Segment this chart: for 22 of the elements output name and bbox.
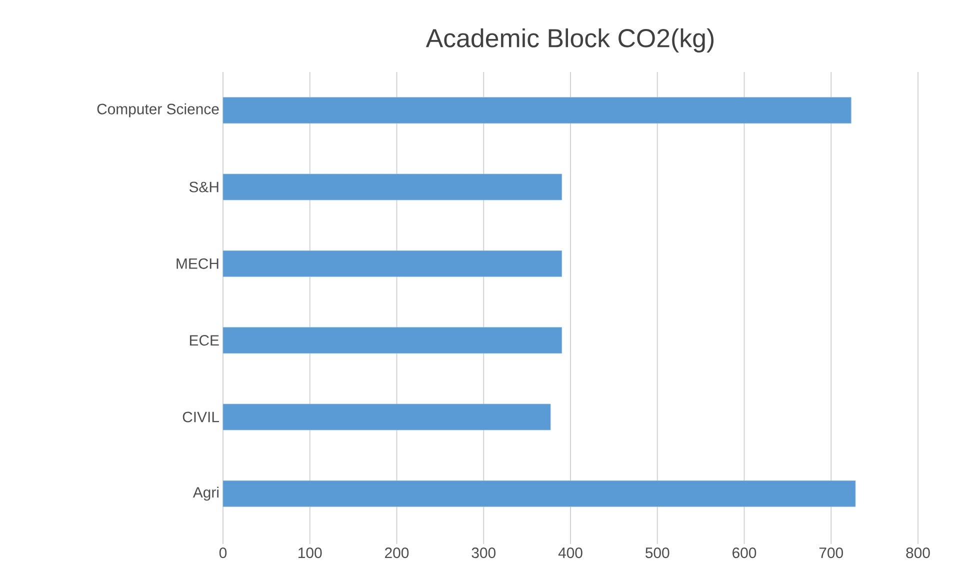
x-tick-label: 500 [646, 548, 670, 558]
x-tick-label: 0 [219, 548, 227, 558]
x-tick-label: 300 [472, 548, 496, 558]
bar [222, 250, 562, 277]
bar [222, 97, 852, 124]
x-tick-label: 200 [385, 548, 409, 558]
x-tick-label: 800 [906, 548, 930, 558]
y-tick-label: Computer Science [97, 103, 219, 118]
y-tick-label: Agri [192, 486, 218, 501]
x-tick-label: 400 [558, 548, 582, 558]
x-tick-label: 600 [732, 548, 756, 558]
bar [222, 480, 856, 507]
y-tick-label: MECH [176, 258, 218, 269]
bar [222, 404, 551, 430]
y-tick-label: ECE [190, 335, 219, 346]
bar [222, 327, 562, 354]
y-tick-label: CIVIL [182, 412, 219, 422]
x-tick-label: 100 [298, 548, 322, 558]
chart-title: Academic Block CO2(kg) [426, 28, 714, 52]
bar [222, 174, 562, 200]
x-tick-label: 700 [819, 548, 843, 558]
y-tick-label: S&H [189, 182, 218, 192]
